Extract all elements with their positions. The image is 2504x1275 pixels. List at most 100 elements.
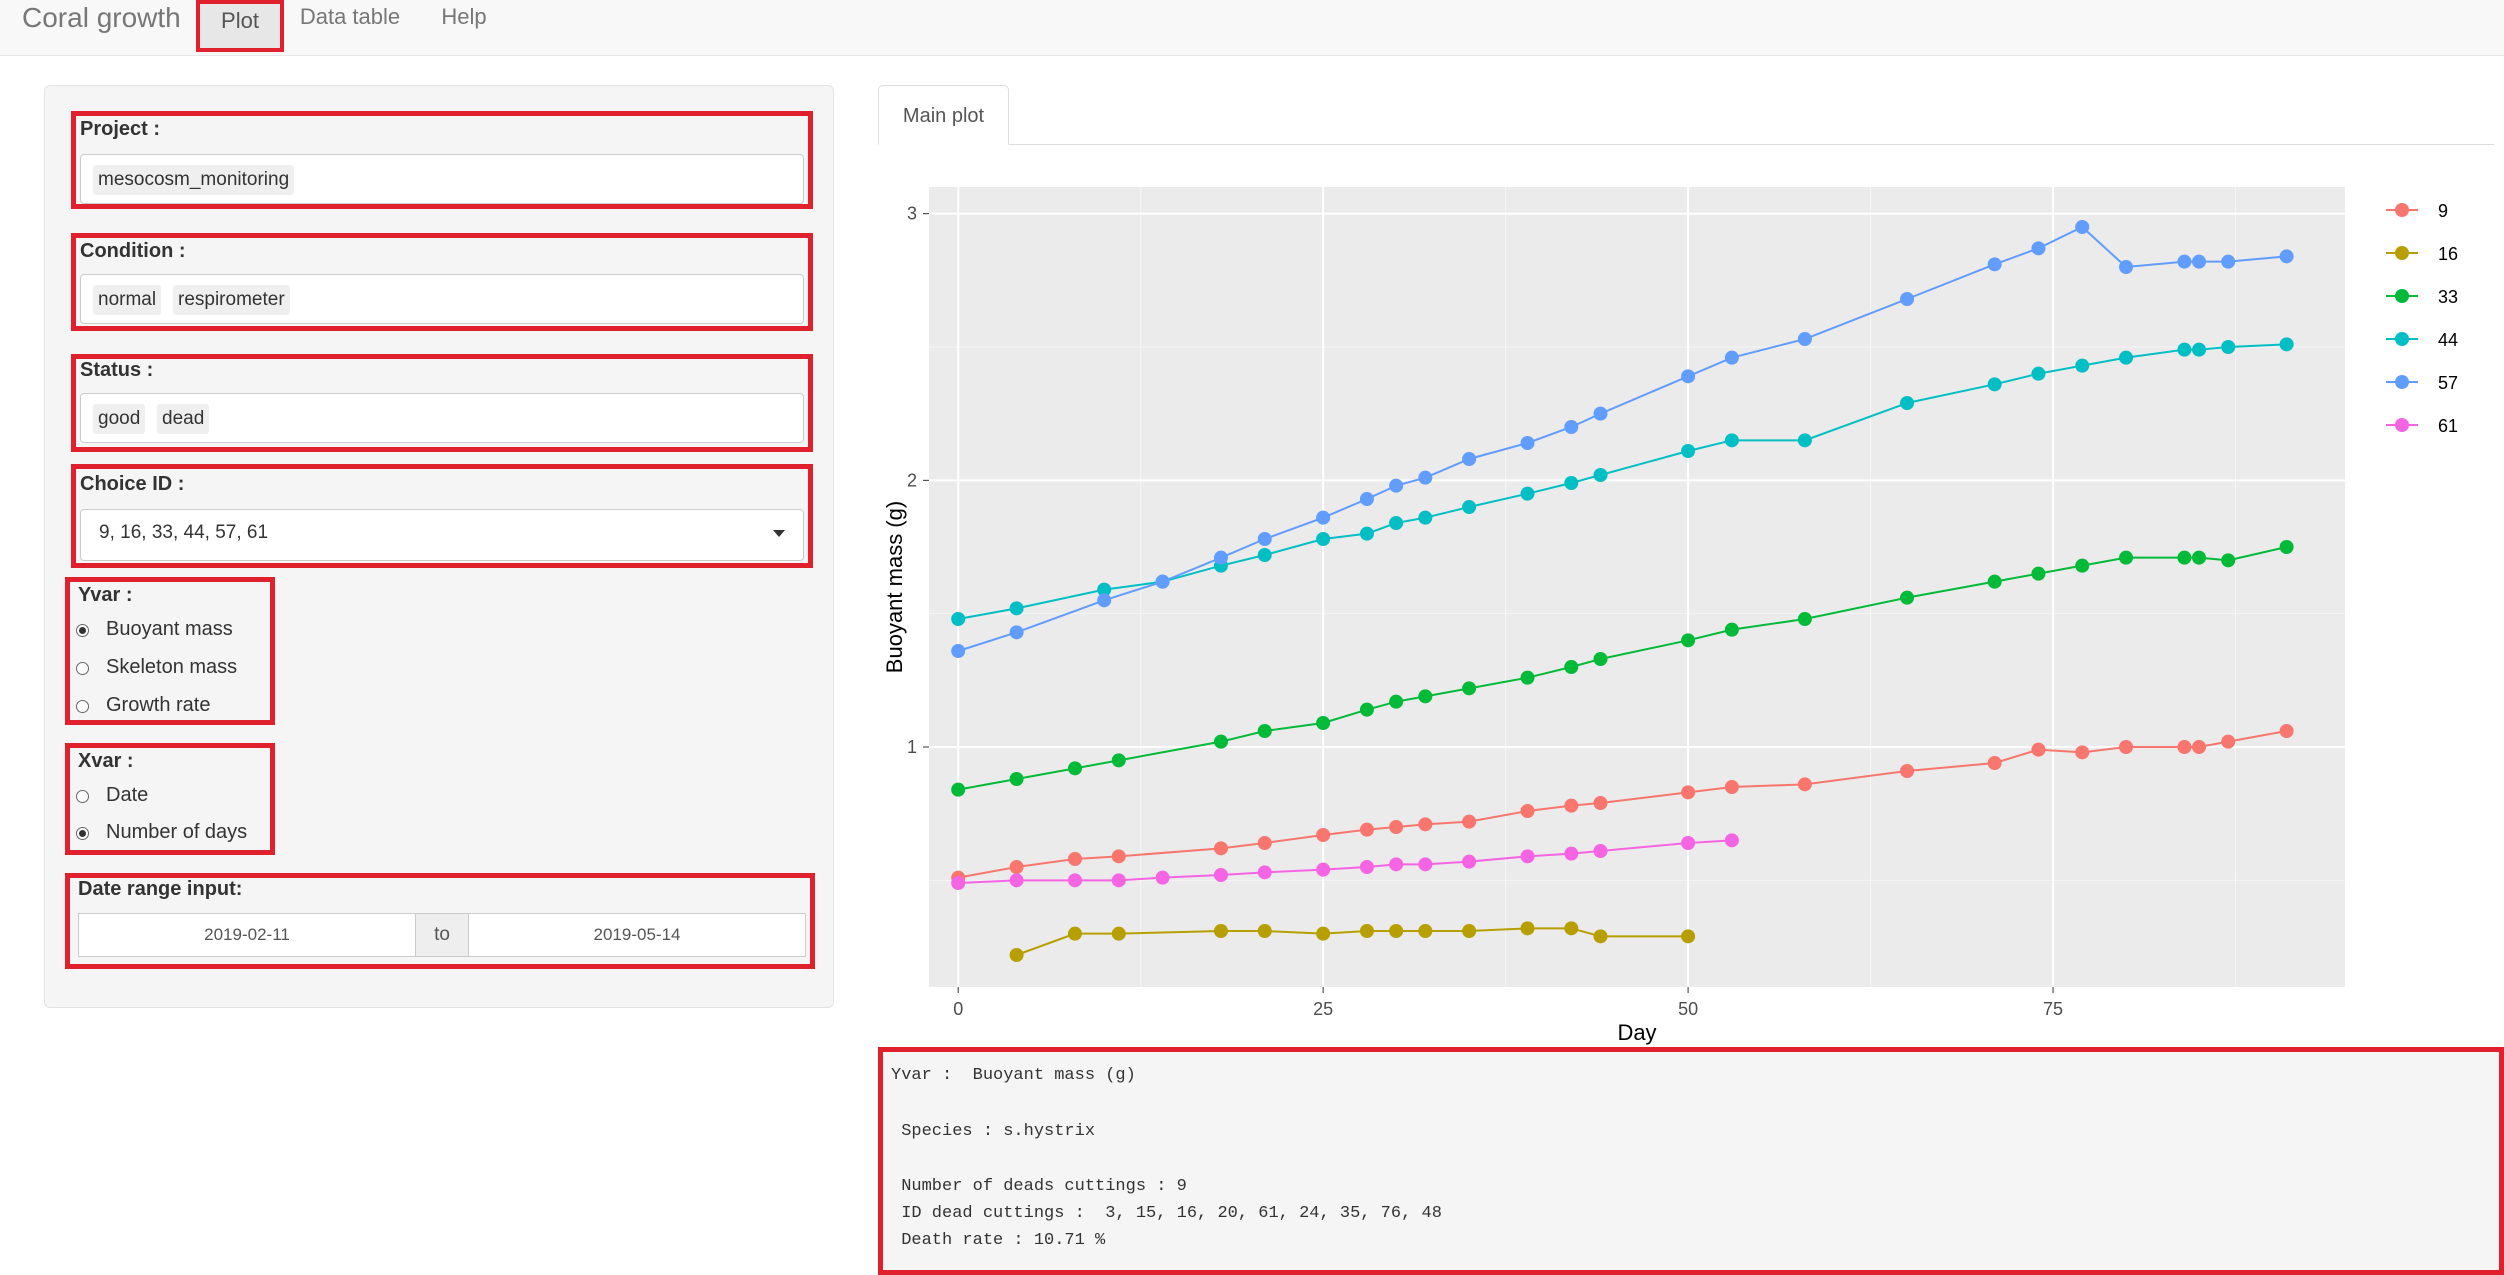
- data-point-57: [1724, 350, 1739, 365]
- legend-marker-16: [2395, 246, 2409, 260]
- condition-tag-normal[interactable]: normal: [93, 285, 162, 315]
- series-line-16: [1016, 927, 1689, 956]
- project-select[interactable]: mesocosm_monitoring: [80, 154, 804, 204]
- data-point-9: [1359, 822, 1374, 837]
- legend-label-57: 57: [2438, 373, 2458, 393]
- legend-label-61: 61: [2438, 416, 2458, 436]
- radio-icon[interactable]: [76, 662, 89, 675]
- data-point-33: [1520, 670, 1535, 685]
- legend-label-9: 9: [2438, 201, 2448, 221]
- yvar-group: Yvar : Buoyant mass Skeleton mass Growth…: [65, 577, 275, 725]
- yvar-option-skeleton-mass[interactable]: Skeleton mass: [76, 654, 266, 684]
- data-point-16: [1111, 926, 1126, 941]
- yvar-label: Yvar :: [78, 584, 133, 606]
- data-point-44: [1418, 510, 1433, 525]
- data-point-57: [1797, 332, 1812, 346]
- data-point-61: [1359, 860, 1374, 874]
- status-tag-good[interactable]: good: [93, 404, 146, 434]
- data-point-9: [1389, 820, 1404, 834]
- date-range-separator: to: [416, 913, 468, 957]
- y-tick-label: 3: [907, 204, 917, 224]
- project-label: Project :: [80, 118, 161, 140]
- legend-marker-61: [2395, 418, 2409, 432]
- data-point-44: [2177, 342, 2192, 357]
- data-point-57: [1987, 257, 2002, 272]
- series-line-57: [957, 225, 2287, 652]
- data-point-9: [1009, 860, 1024, 874]
- choice-id-select[interactable]: 9, 16, 33, 44, 57, 61: [80, 509, 804, 561]
- yvar-option-buoyant-mass[interactable]: Buoyant mass: [76, 616, 266, 646]
- status-tag-dead[interactable]: dead: [157, 404, 210, 434]
- data-point-9: [1797, 777, 1812, 792]
- data-point-61: [1520, 849, 1535, 864]
- condition-tag-respirometer[interactable]: respirometer: [173, 285, 290, 315]
- data-point-16: [1067, 926, 1082, 941]
- data-point-16: [1389, 924, 1404, 938]
- x-tick-label: 25: [1313, 999, 1333, 1019]
- data-point-44: [1462, 500, 1477, 514]
- date-end-input[interactable]: 2019-05-14: [468, 913, 806, 957]
- sidebar-panel: Project : mesocosm_monitoring Condition …: [44, 85, 834, 1008]
- condition-group: Condition : normal respirometer: [71, 233, 813, 331]
- project-tag[interactable]: mesocosm_monitoring: [93, 165, 295, 195]
- data-point-9: [2279, 724, 2294, 738]
- legend-label-44: 44: [2438, 330, 2458, 350]
- data-point-16: [1316, 926, 1331, 941]
- chevron-down-icon[interactable]: [773, 530, 785, 537]
- y-axis-title: Buoyant mass (g): [882, 501, 907, 673]
- data-point-61: [1009, 873, 1024, 888]
- data-point-61: [1257, 865, 1272, 880]
- output-dead-ids-line: ID dead cuttings : 3, 15, 16, 20, 61, 24…: [891, 1204, 1442, 1223]
- xvar-option-number-of-days[interactable]: Number of days: [76, 819, 266, 849]
- yvar-option-growth-rate[interactable]: Growth rate: [76, 692, 266, 722]
- data-point-9: [1316, 828, 1331, 842]
- data-point-9: [2177, 740, 2192, 754]
- tab-data-table[interactable]: Data table: [299, 4, 401, 29]
- radio-icon[interactable]: [76, 700, 89, 713]
- data-point-16: [1418, 924, 1433, 938]
- data-point-33: [1067, 761, 1082, 776]
- data-point-61: [1681, 836, 1696, 850]
- data-point-33: [1257, 724, 1272, 738]
- legend-label-33: 33: [2438, 287, 2458, 307]
- summary-output: Yvar : Buoyant mass (g) Species : s.hyst…: [878, 1047, 2504, 1275]
- data-point-57: [1593, 406, 1608, 421]
- date-range-input: 2019-02-11 to 2019-05-14: [78, 913, 806, 957]
- data-point-33: [1389, 694, 1404, 709]
- date-start-input[interactable]: 2019-02-11: [78, 913, 416, 957]
- tab-main-plot[interactable]: Main plot: [878, 85, 1009, 145]
- data-point-33: [1593, 652, 1608, 666]
- tab-plot[interactable]: Plot: [196, 0, 284, 52]
- data-point-9: [1067, 852, 1082, 866]
- data-point-44: [1316, 532, 1331, 546]
- data-point-57: [1155, 574, 1170, 589]
- data-point-57: [951, 644, 966, 658]
- main-plot: 0 25 50 75 1 2 3 Day Buoyant mass (g) 9 16 33 44 57 61: [882, 187, 2458, 1045]
- x-tick-label: 75: [2043, 999, 2063, 1019]
- radio-icon[interactable]: [76, 827, 89, 840]
- date-range-label: Date range input:: [78, 878, 243, 900]
- data-point-44: [1359, 526, 1374, 541]
- data-point-61: [1316, 862, 1331, 877]
- data-point-44: [2119, 350, 2134, 365]
- data-point-57: [2192, 254, 2207, 269]
- status-select[interactable]: good dead: [80, 393, 804, 443]
- data-point-44: [2279, 337, 2294, 352]
- data-point-44: [951, 612, 966, 626]
- project-group: Project : mesocosm_monitoring: [71, 111, 813, 209]
- x-axis-title: Day: [1617, 1020, 1656, 1045]
- data-point-9: [1681, 785, 1696, 800]
- condition-select[interactable]: normal respirometer: [80, 274, 804, 324]
- data-point-33: [1564, 660, 1579, 674]
- data-point-61: [1593, 844, 1608, 858]
- data-point-16: [1257, 924, 1272, 938]
- xvar-group: Xvar : Date Number of days: [65, 743, 275, 855]
- xvar-option-date[interactable]: Date: [76, 782, 266, 812]
- data-point-57: [1520, 436, 1535, 450]
- data-point-33: [1462, 681, 1477, 696]
- data-point-9: [1900, 764, 1915, 778]
- radio-icon[interactable]: [76, 624, 89, 637]
- tab-help[interactable]: Help: [441, 4, 487, 29]
- data-point-9: [2031, 742, 2046, 757]
- radio-icon[interactable]: [76, 790, 89, 803]
